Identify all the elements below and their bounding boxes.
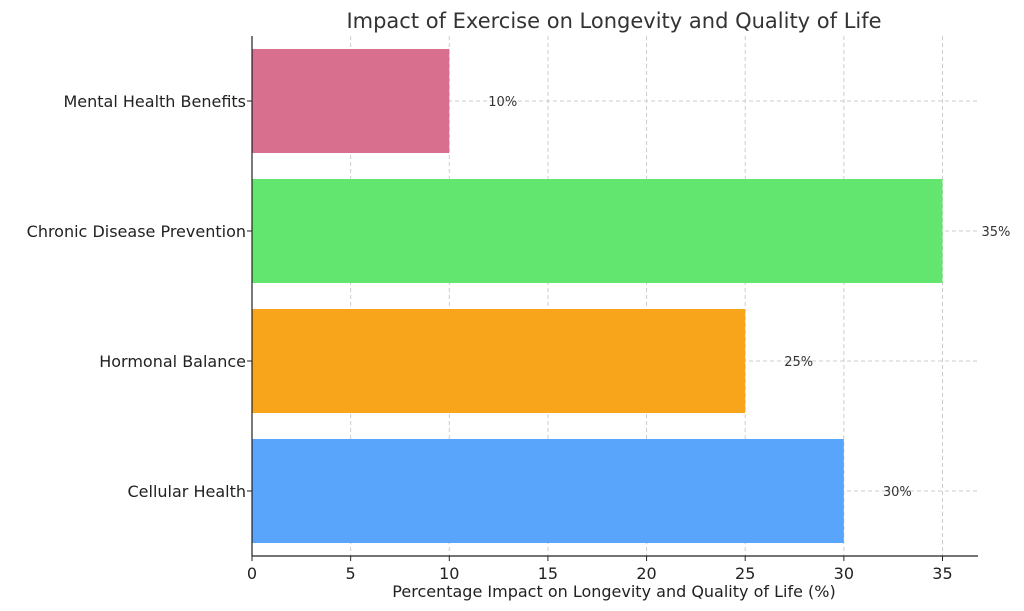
bar-cellular-health <box>252 439 844 543</box>
x-tick-label-25: 25 <box>735 564 755 583</box>
axis-layer: Cellular Health Hormonal Balance Chronic D… <box>27 36 978 583</box>
data-label-mental-health-benefits: 10% <box>488 95 517 110</box>
bar-chronic-disease-prevention <box>252 179 943 283</box>
bar-layer <box>252 49 943 543</box>
x-tick-label-15: 15 <box>538 564 558 583</box>
bar-mental-health-benefits <box>252 49 450 153</box>
data-label-hormonal-balance: 25% <box>784 355 813 370</box>
x-tick-label-20: 20 <box>636 564 656 583</box>
chart-title: Impact of Exercise on Longevity and Qual… <box>346 9 881 33</box>
x-tick-label-10: 10 <box>439 564 459 583</box>
category-label-cellular-health: Cellular Health <box>128 482 247 501</box>
data-label-cellular-health: 30% <box>883 485 912 500</box>
label-layer: 30% 25% 35% 10% <box>488 95 1010 500</box>
category-label-chronic-disease-prevention: Chronic Disease Prevention <box>27 222 246 241</box>
data-label-chronic-disease-prevention: 35% <box>981 225 1010 240</box>
x-tick-label-35: 35 <box>932 564 952 583</box>
x-tick-label-5: 5 <box>346 564 356 583</box>
x-tick-label-30: 30 <box>834 564 854 583</box>
x-tick-label-0: 0 <box>247 564 257 583</box>
x-axis-label: Percentage Impact on Longevity and Quali… <box>392 582 835 601</box>
category-label-hormonal-balance: Hormonal Balance <box>99 352 246 371</box>
bar-hormonal-balance <box>252 309 746 413</box>
category-label-mental-health-benefits: Mental Health Benefits <box>63 92 246 111</box>
